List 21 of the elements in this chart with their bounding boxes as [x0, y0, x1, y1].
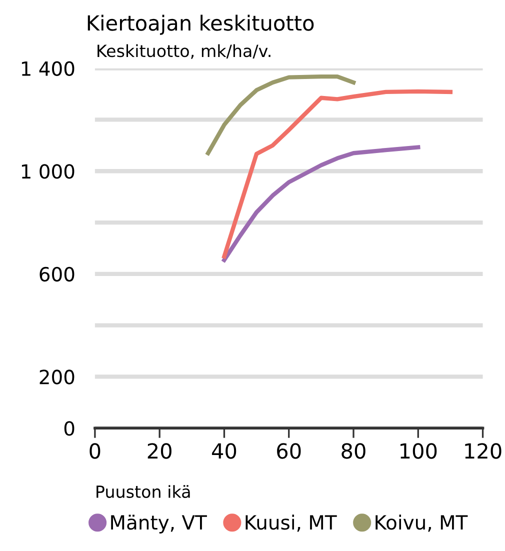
- legend-label: Kuusi, MT: [246, 514, 337, 532]
- x-tick-label: 80: [342, 443, 366, 459]
- y-tick-label: 0: [64, 421, 74, 436]
- x-tick-label: 120: [465, 443, 502, 459]
- x-tick-label: 40: [212, 443, 236, 459]
- legend-label: Mänty, VT: [111, 514, 207, 534]
- x-tick-label: 0: [90, 443, 100, 459]
- y-tick-label: 1 400: [22, 61, 74, 76]
- x-tick-label: 100: [400, 443, 437, 459]
- chart-title: Kiertoajan keskituotto: [88, 14, 314, 35]
- y-tick-label: 200: [40, 370, 74, 384]
- x-tick-label: 60: [277, 443, 301, 459]
- line-series: [222, 89, 453, 259]
- x-axis-title: Puuston ikä: [96, 485, 190, 498]
- y-axis-title: Keskituotto, mk/ha/v.: [98, 44, 270, 59]
- y-tick-label: 600: [40, 266, 74, 282]
- line-series: [222, 145, 420, 262]
- line-series: [206, 74, 356, 156]
- y-tick-label: 1 000: [22, 164, 74, 179]
- x-tick-label: 20: [148, 443, 172, 459]
- legend-label: Koivu, MT: [376, 514, 468, 532]
